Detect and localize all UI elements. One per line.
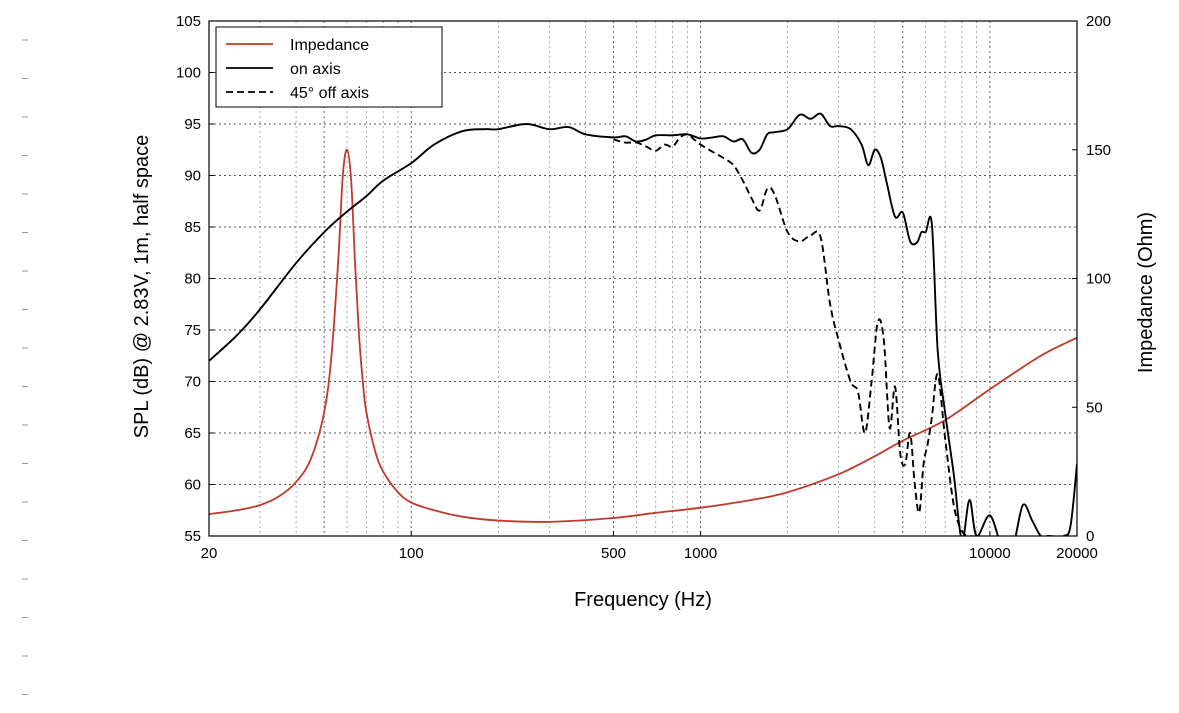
legend-label-impedance: Impedance [290, 37, 369, 54]
x-tick-label: 500 [601, 545, 626, 562]
legend-box [215, 26, 443, 108]
y-right-tick-label: 50 [1086, 399, 1103, 416]
y-left-tick-label: 90 [184, 168, 201, 185]
tick-labels: 20 100 500 1000 10000 20000556065707580859095… [176, 13, 1111, 562]
y-left-tick-label: 80 [184, 271, 201, 288]
y-left-tick-label: 105 [176, 13, 201, 30]
y-left-tick-label: 75 [184, 322, 201, 339]
series-line-on-axis [209, 112, 1077, 536]
right-y-axis-label: Impedance (Ohm) [1135, 212, 1157, 373]
x-tick-label: 1000 [684, 545, 717, 562]
y-right-tick-label: 200 [1086, 13, 1111, 30]
y-left-tick-label: 100 [176, 65, 201, 82]
y-left-tick-label: 85 [184, 219, 201, 236]
y-right-tick-label: 150 [1086, 142, 1111, 159]
y-left-tick-label: 95 [184, 116, 201, 133]
legend: Impedance on axis 45° off axis [215, 26, 443, 108]
x-tick-label: 100 [399, 545, 424, 562]
legend-label-on-axis: on axis [290, 61, 341, 78]
legend-label-45-off-axis: 45° off axis [290, 85, 369, 102]
x-axis-label: Frequency (Hz) [574, 589, 712, 611]
x-tick-label: 20 [201, 545, 218, 562]
series-line-impedance [209, 148, 1077, 523]
left-margin-marks [22, 39, 28, 695]
y-left-tick-label: 60 [184, 477, 201, 494]
x-tick-label: 10000 [969, 545, 1011, 562]
series-layer [209, 112, 1077, 536]
series-line-45-off-axis [613, 133, 977, 536]
y-right-tick-label: 0 [1086, 528, 1094, 545]
y-left-tick-label: 55 [184, 528, 201, 545]
x-tick-label: 20000 [1056, 545, 1098, 562]
y-right-tick-label: 100 [1086, 271, 1111, 288]
y-left-tick-label: 70 [184, 374, 201, 391]
left-y-axis-label: SPL (dB) @ 2.83V, 1m, half space [131, 135, 153, 438]
y-left-tick-label: 65 [184, 425, 201, 442]
